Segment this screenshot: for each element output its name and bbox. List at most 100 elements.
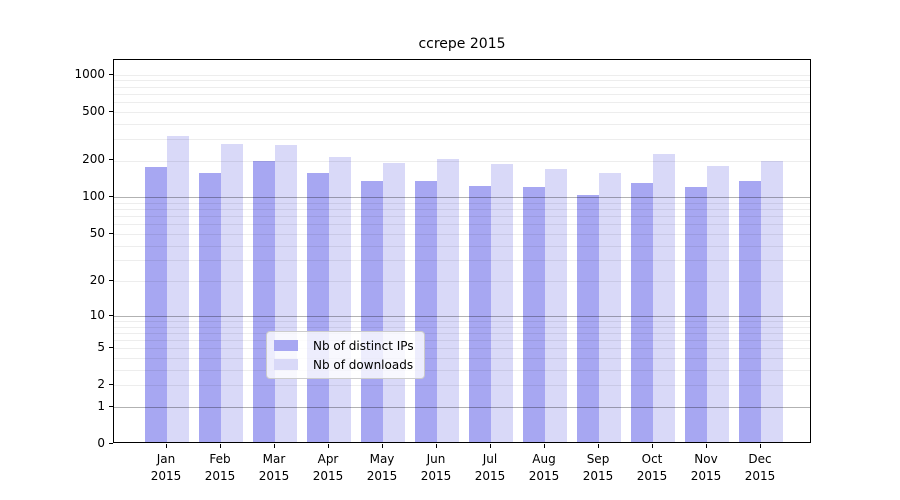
gridline-300 bbox=[114, 138, 810, 140]
bar-dec-downloads bbox=[761, 160, 783, 442]
bar-oct-downloads bbox=[653, 153, 675, 442]
x-tick-label-may: May 2015 bbox=[366, 452, 398, 483]
x-tickmark bbox=[220, 444, 221, 448]
bar-sep-distinct-ips bbox=[577, 195, 599, 442]
legend-row: Nb of distinct IPs bbox=[274, 338, 414, 353]
gridline-700 bbox=[114, 93, 810, 95]
gridline-400 bbox=[114, 123, 810, 125]
bar-feb-distinct-ips bbox=[199, 172, 221, 442]
x-tick-label-jan: Jan 2015 bbox=[150, 452, 182, 483]
bar-apr-downloads bbox=[329, 157, 351, 442]
gridline-600 bbox=[114, 101, 810, 103]
y-tick-label-500: 500 bbox=[82, 103, 105, 118]
plot-area bbox=[113, 59, 811, 443]
gridline-8 bbox=[114, 326, 810, 328]
x-tickmark bbox=[706, 444, 707, 448]
bar-oct-distinct-ips bbox=[631, 182, 653, 442]
chart-title: ccrepe 2015 bbox=[418, 36, 506, 52]
gridline-6 bbox=[114, 340, 810, 341]
x-tick-label-dec: Dec 2015 bbox=[744, 452, 776, 483]
gridline-800 bbox=[114, 86, 810, 88]
x-tick-label-jun: Jun 2015 bbox=[420, 452, 452, 483]
bar-mar-downloads bbox=[275, 145, 297, 442]
x-tick-label-oct: Oct 2015 bbox=[636, 452, 668, 483]
bar-nov-distinct-ips bbox=[685, 186, 707, 442]
gridline-500 bbox=[114, 111, 810, 113]
x-tick-label-aug: Aug 2015 bbox=[528, 452, 560, 483]
bar-jul-distinct-ips bbox=[469, 186, 491, 442]
x-tickmark bbox=[544, 444, 545, 448]
x-tick-label-mar: Mar 2015 bbox=[258, 452, 290, 483]
legend: Nb of distinct IPs Nb of downloads bbox=[266, 331, 425, 379]
y-tickmark bbox=[109, 73, 113, 75]
gridline-80 bbox=[114, 209, 810, 211]
bar-jan-downloads bbox=[167, 136, 189, 442]
y-tickmark bbox=[109, 196, 113, 198]
gridline-10 bbox=[114, 315, 810, 317]
y-axis-labels: 0 1 2 5 10 20 50 100 200 500 1000 bbox=[0, 0, 105, 500]
bar-feb-downloads bbox=[221, 143, 243, 442]
y-tick-label-200: 200 bbox=[82, 152, 105, 167]
gridline-4 bbox=[114, 358, 810, 359]
y-tickmark bbox=[109, 384, 113, 386]
bar-jun-distinct-ips bbox=[415, 181, 437, 442]
gridline-30 bbox=[114, 260, 810, 262]
gridline-90 bbox=[114, 202, 810, 204]
bar-jul-downloads bbox=[491, 164, 513, 442]
legend-row: Nb of downloads bbox=[274, 357, 414, 372]
bar-may-distinct-ips bbox=[361, 181, 383, 442]
bar-nov-downloads bbox=[707, 165, 729, 442]
gridline-40 bbox=[114, 245, 810, 247]
x-tickmark bbox=[490, 444, 491, 448]
gridline-3 bbox=[114, 369, 810, 371]
bar-may-downloads bbox=[383, 162, 405, 442]
gridline-70 bbox=[114, 216, 810, 218]
x-tick-label-sep: Sep 2015 bbox=[582, 452, 614, 483]
gridline-50 bbox=[114, 233, 810, 235]
gridline-5 bbox=[114, 348, 810, 350]
y-tick-label-0: 0 bbox=[97, 436, 105, 450]
gridline-1000 bbox=[114, 74, 810, 76]
y-tickmark bbox=[109, 232, 113, 234]
bar-jun-downloads bbox=[437, 159, 459, 442]
gridline-20 bbox=[114, 281, 810, 283]
gridline-60 bbox=[114, 224, 810, 226]
x-tickmark bbox=[328, 444, 329, 448]
x-tickmark bbox=[436, 444, 437, 448]
y-tickmark bbox=[109, 280, 113, 282]
legend-label-distinct-ips: Nb of distinct IPs bbox=[313, 338, 414, 353]
gridline-1 bbox=[114, 406, 810, 408]
x-tickmark bbox=[274, 444, 275, 448]
legend-swatch-distinct-ips bbox=[274, 340, 298, 351]
bar-sep-downloads bbox=[599, 173, 621, 442]
gridline-200 bbox=[114, 160, 810, 162]
y-tick-label-10: 10 bbox=[89, 307, 105, 322]
y-tickmark bbox=[109, 159, 113, 161]
x-tickmark bbox=[760, 444, 761, 448]
y-tick-label-5: 5 bbox=[97, 340, 105, 355]
x-tickmark bbox=[652, 444, 653, 448]
gridline-9 bbox=[114, 320, 810, 322]
x-tickmark bbox=[382, 444, 383, 448]
y-tickmark bbox=[109, 347, 113, 349]
bar-aug-distinct-ips bbox=[523, 187, 545, 442]
y-tickmark bbox=[109, 405, 113, 407]
gridline-900 bbox=[114, 80, 810, 82]
bar-jan-distinct-ips bbox=[145, 167, 167, 442]
bar-apr-distinct-ips bbox=[307, 173, 329, 442]
gridline-2 bbox=[114, 385, 810, 387]
y-tick-label-20: 20 bbox=[89, 273, 105, 288]
bar-aug-downloads bbox=[545, 169, 567, 442]
y-tick-label-1: 1 bbox=[97, 398, 105, 413]
x-tickmark bbox=[598, 444, 599, 448]
x-tickmark bbox=[166, 444, 167, 448]
y-tickmark bbox=[109, 110, 113, 112]
y-tick-label-50: 50 bbox=[89, 225, 105, 240]
legend-swatch-downloads bbox=[274, 359, 298, 370]
x-tick-label-nov: Nov 2015 bbox=[690, 452, 722, 483]
y-tick-label-100: 100 bbox=[82, 189, 105, 204]
gridline-100 bbox=[114, 197, 810, 199]
y-tickmark bbox=[109, 443, 113, 444]
bar-dec-distinct-ips bbox=[739, 181, 761, 442]
